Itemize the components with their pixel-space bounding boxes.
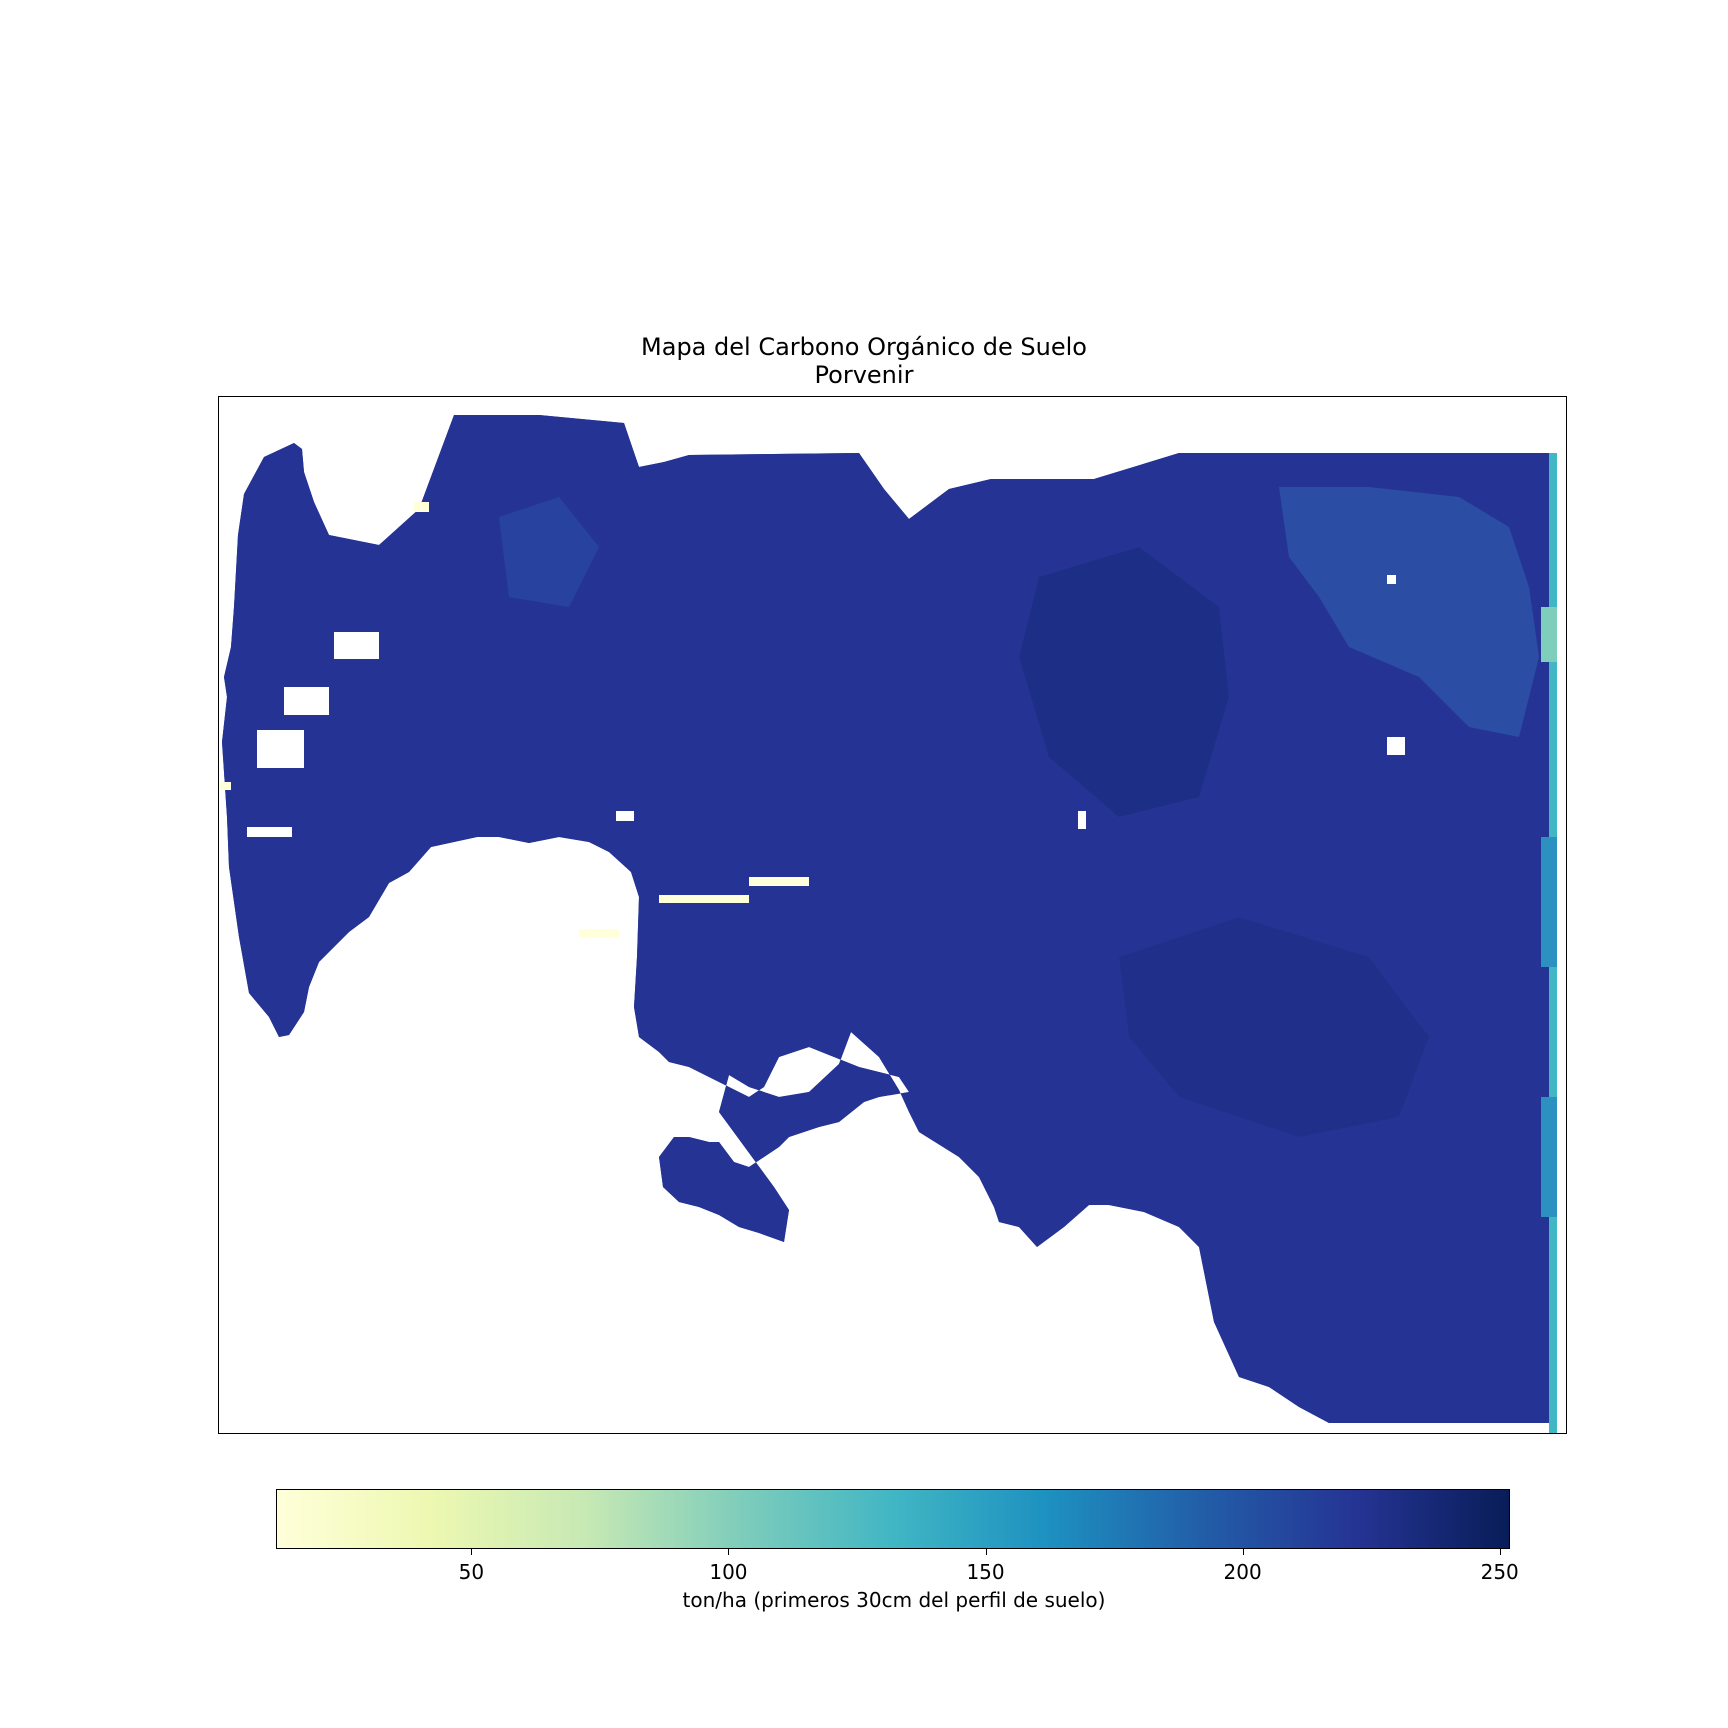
edge-strip-accent — [1541, 837, 1557, 967]
colorbar-tick-label: 200 — [1223, 1560, 1262, 1584]
hole — [247, 827, 292, 837]
light-patch-top-right — [1279, 487, 1539, 737]
colorbar-tick-label: 50 — [458, 1560, 485, 1584]
hole — [334, 632, 379, 659]
colorbar-tick-label: 250 — [1480, 1560, 1519, 1584]
colorbar-tick — [471, 1549, 473, 1555]
hole — [1387, 575, 1396, 584]
edge-strip-white — [1559, 453, 1566, 1433]
colorbar-tick-label: 100 — [709, 1560, 748, 1584]
hole — [257, 730, 304, 768]
edge-strip-accent — [1541, 607, 1557, 662]
coast-pixels — [659, 895, 749, 903]
colorbar-label: ton/ha (primeros 30cm del perfil de suel… — [682, 1588, 1106, 1612]
colorbar-tick — [728, 1549, 730, 1555]
coast-pixels — [579, 929, 619, 937]
colorbar-tick — [1242, 1549, 1244, 1555]
map-frame — [218, 396, 1567, 1434]
coast-pixels — [219, 782, 231, 790]
colorbar-tick — [1499, 1549, 1501, 1555]
dark-patch-center — [1019, 547, 1229, 817]
hole — [616, 811, 634, 821]
colorbar-tick-label: 150 — [966, 1560, 1005, 1584]
soil-carbon-raster — [219, 415, 1566, 1433]
coast-pixels — [414, 502, 429, 512]
hole — [284, 687, 329, 715]
map-subtitle: Porvenir — [814, 361, 914, 389]
colorbar-tick — [985, 1549, 987, 1555]
light-patch-west — [499, 497, 599, 607]
dark-patch-south — [1119, 917, 1429, 1137]
edge-strip-accent — [1541, 1097, 1557, 1217]
map-title: Mapa del Carbono Orgánico de Suelo — [641, 333, 1087, 361]
hole — [1078, 811, 1086, 829]
coast-pixels — [749, 877, 809, 886]
colorbar — [276, 1489, 1510, 1549]
hole — [1387, 737, 1405, 755]
